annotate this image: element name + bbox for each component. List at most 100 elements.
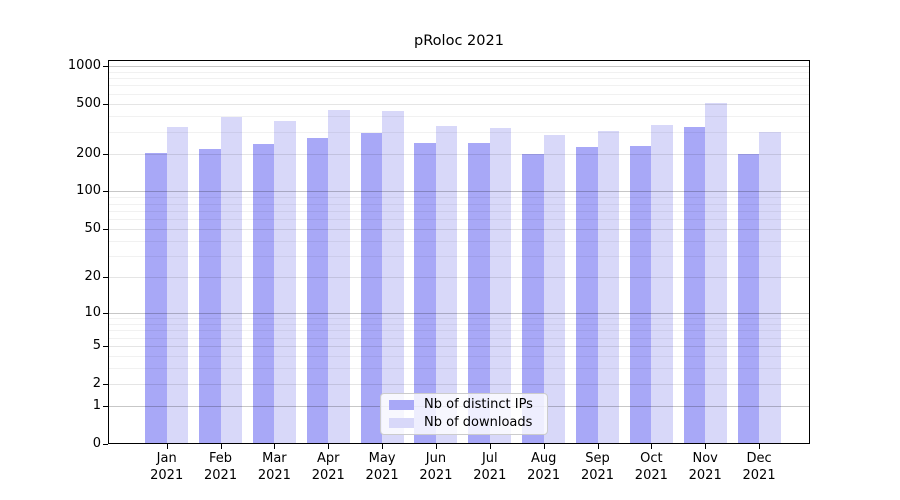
x-tick-mark	[489, 444, 491, 449]
y-gridline	[108, 368, 810, 370]
y-gridline	[108, 318, 810, 320]
x-tick-mark	[651, 444, 653, 449]
x-tick-year: 2021	[527, 467, 561, 483]
y-tick-label: 1000	[67, 58, 101, 73]
x-tick-month: Mar	[262, 451, 287, 466]
y-gridline	[108, 93, 810, 95]
y-gridline	[108, 197, 810, 199]
x-tick-mark	[274, 444, 276, 449]
x-tick-year: 2021	[150, 467, 184, 483]
x-tick-month: Sep	[585, 451, 610, 466]
y-tick-label: 0	[92, 436, 101, 451]
x-tick-mark	[382, 444, 384, 449]
x-tick-mark	[705, 444, 707, 449]
x-tick-month: Feb	[209, 451, 233, 466]
x-tick-label: Jun 2021	[405, 451, 467, 484]
bar-distinct-ips	[468, 142, 490, 444]
x-tick-label: May 2021	[351, 451, 413, 484]
bar-distinct-ips	[414, 143, 436, 444]
y-gridline	[108, 330, 810, 332]
y-tick-label: 100	[76, 183, 101, 199]
legend-label-downloads: Nb of downloads	[424, 415, 533, 431]
x-tick-label: Mar 2021	[243, 451, 305, 484]
bar-downloads	[705, 102, 727, 444]
bar-distinct-ips	[145, 152, 167, 444]
legend-label-distinct-ips: Nb of distinct IPs	[424, 396, 533, 412]
bar-distinct-ips	[306, 137, 329, 444]
legend-entry-downloads: Nb of downloads	[389, 415, 539, 431]
chart-title: pRoloc 2021	[414, 33, 504, 49]
x-tick-year: 2021	[419, 467, 453, 483]
bar-distinct-ips	[737, 154, 760, 444]
y-tick-mark	[103, 444, 108, 445]
bar-downloads	[489, 128, 512, 444]
y-tick-label: 50	[84, 220, 101, 236]
bar-downloads	[220, 117, 243, 444]
bars-layer	[108, 60, 810, 444]
x-tick-mark	[166, 444, 168, 449]
x-tick-label: Feb 2021	[190, 451, 252, 484]
bar-downloads	[651, 125, 673, 444]
bar-distinct-ips	[576, 146, 598, 444]
x-tick-month: May	[368, 451, 396, 466]
y-tick-label: 10	[84, 304, 101, 320]
x-tick-year: 2021	[257, 467, 291, 483]
x-tick-month: Nov	[692, 451, 718, 466]
y-gridline	[108, 191, 810, 193]
y-gridline	[108, 71, 810, 73]
bar-distinct-ips	[522, 154, 544, 444]
y-gridline	[108, 203, 810, 205]
grid-layer	[108, 60, 810, 444]
x-tick-label: Sep 2021	[567, 451, 629, 484]
x-tick-year: 2021	[634, 467, 668, 483]
x-tick-year: 2021	[311, 467, 345, 483]
x-tick-mark	[759, 444, 761, 449]
y-gridline	[108, 78, 810, 80]
y-tick-label: 5	[92, 337, 101, 353]
x-tick-month: Oct	[640, 451, 663, 466]
x-tick-label: Oct 2021	[620, 451, 682, 484]
x-tick-year: 2021	[742, 467, 776, 483]
x-tick-label: Nov 2021	[674, 451, 736, 484]
x-tick-mark	[435, 444, 437, 449]
y-gridline	[108, 228, 810, 230]
legend-entry-distinct-ips: Nb of distinct IPs	[389, 397, 539, 413]
y-gridline	[108, 131, 810, 133]
x-tick-year: 2021	[473, 467, 507, 483]
legend-swatch-distinct-ips	[389, 399, 414, 410]
x-tick-year: 2021	[580, 467, 615, 483]
x-tick-month: Dec	[746, 451, 772, 466]
x-tick-month: Aug	[530, 451, 557, 466]
x-tick-mark	[543, 444, 545, 449]
bar-downloads	[274, 120, 296, 444]
bar-downloads	[543, 134, 566, 444]
bar-distinct-ips	[360, 133, 383, 444]
y-gridline	[108, 323, 810, 325]
bar-distinct-ips	[199, 149, 221, 444]
x-tick-mark	[597, 444, 599, 449]
y-gridline	[108, 66, 810, 67]
x-tick-label: Jan 2021	[136, 451, 198, 484]
bar-downloads	[382, 110, 404, 444]
x-tick-year: 2021	[204, 467, 238, 483]
y-gridline	[108, 312, 810, 314]
x-tick-year: 2021	[688, 467, 722, 483]
bar-distinct-ips	[252, 144, 275, 444]
y-tick-label: 200	[76, 145, 101, 161]
x-tick-label: Aug 2021	[513, 451, 575, 484]
bar-downloads	[166, 127, 189, 444]
legend: Nb of distinct IPs Nb of downloads	[380, 393, 548, 435]
y-gridline	[108, 103, 810, 105]
bar-downloads	[435, 125, 458, 444]
x-tick-label: Apr 2021	[297, 451, 359, 484]
x-tick-month: Jan	[156, 451, 177, 466]
x-tick-month: Jun	[425, 451, 447, 466]
y-gridline	[108, 153, 810, 155]
x-tick-label: Dec 2021	[728, 451, 790, 484]
y-gridline	[108, 240, 810, 242]
y-gridline	[108, 116, 810, 118]
x-tick-month: Jul	[481, 451, 498, 466]
legend-swatch-downloads	[389, 418, 414, 429]
y-gridline	[108, 383, 810, 385]
bar-downloads	[597, 130, 619, 444]
